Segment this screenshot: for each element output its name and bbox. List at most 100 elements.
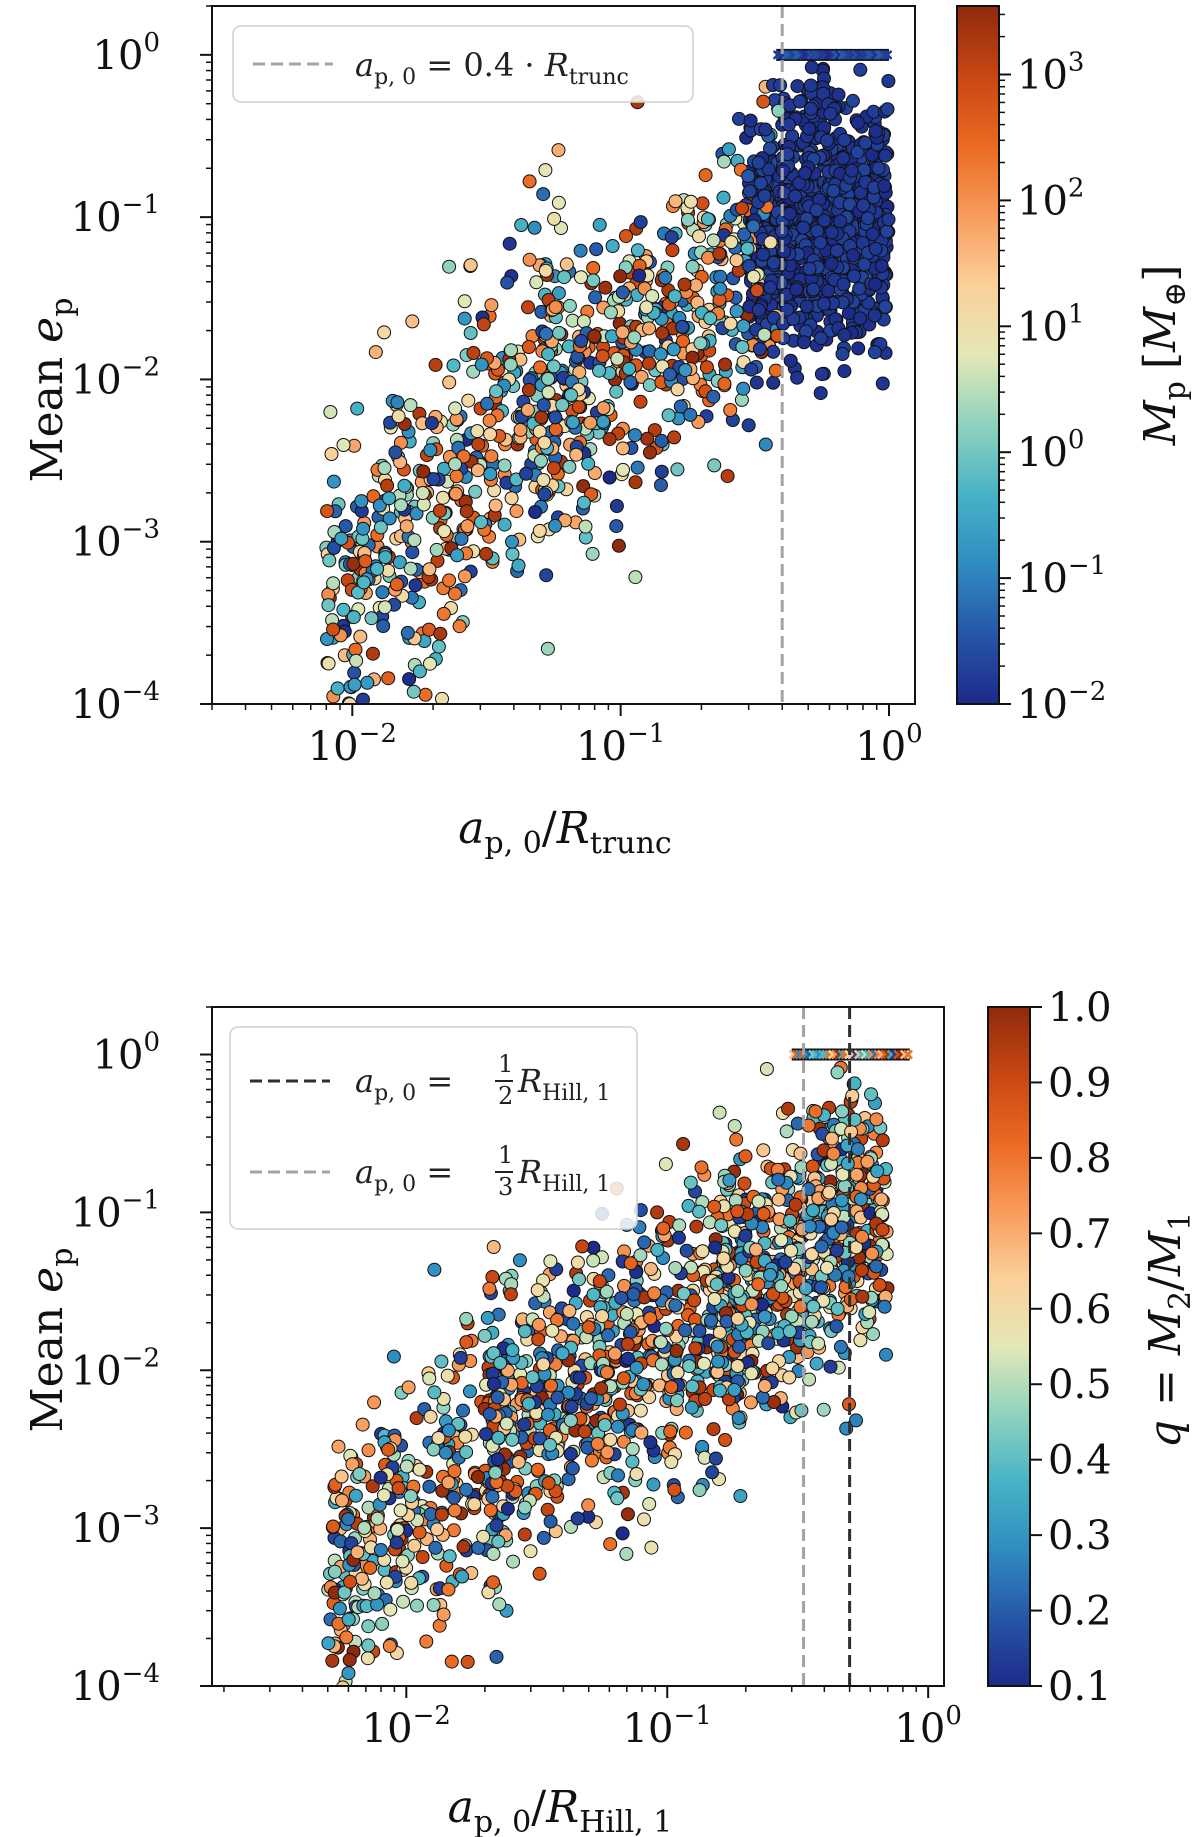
data-point [373,1470,388,1485]
data-point [750,283,764,298]
top-colorbar-gradient [956,5,1000,705]
data-point [681,1198,696,1213]
data-point [505,547,520,562]
data-point [735,340,750,354]
data-point [586,1253,601,1268]
data-point [782,1370,797,1385]
data-point [370,1511,385,1526]
data-point [878,299,893,314]
data-point [595,349,610,364]
capped-marker [879,49,890,60]
data-point [341,1612,356,1627]
data-point [746,269,761,284]
data-point [744,1366,759,1381]
data-point [668,1261,683,1275]
bottom-colorbar: 0.1 0.2 0.3 0.4 0.5 0.6 0.7 0.8 0.9 1.0 q = M2/M1 [987,985,1198,1710]
data-point [491,1430,506,1445]
data-point [394,498,408,513]
data-point [723,403,738,417]
data-point [621,1351,635,1366]
data-point [412,1462,427,1477]
data-point [367,1395,382,1410]
data-point [569,447,584,462]
data-point [759,1062,774,1076]
data-point [377,600,392,615]
data-point [777,244,792,259]
data-point [612,1397,627,1412]
data-point [718,1433,733,1447]
data-point [823,106,838,121]
data-point [650,1242,665,1257]
data-point [401,1380,416,1395]
data-point [519,466,534,481]
data-point [854,1192,868,1207]
data-point [427,1262,442,1277]
data-point [389,577,404,592]
data-point [757,1309,772,1324]
data-point [575,1239,590,1254]
data-point [619,229,633,244]
data-point [592,1274,607,1289]
y-tick-label: 10−4 [71,677,160,728]
data-point [875,1222,890,1237]
data-point [741,418,756,433]
data-point [557,270,572,285]
data-point [699,360,714,375]
data-point [341,1512,356,1527]
data-point [654,1357,669,1372]
data-point [572,365,587,380]
data-point [536,187,551,202]
data-point [708,1240,723,1255]
data-point [388,445,403,460]
data-point [798,1281,813,1296]
top-colorbar-ticks: 10−2 10−1 100 101 102 103 [999,13,1106,728]
data-point [758,122,773,137]
data-point [685,350,700,365]
data-point [422,1479,437,1494]
data-point [352,1467,367,1481]
data-point [705,1465,720,1480]
data-point [370,561,385,576]
data-point [559,257,574,272]
data-point [865,227,880,241]
data-point [584,1391,598,1406]
data-point [350,401,365,416]
data-point [468,484,483,499]
data-point [437,524,452,539]
data-point [820,133,834,148]
data-point [436,490,450,505]
data-point [334,531,349,546]
data-point [670,1365,685,1380]
data-point [670,462,685,477]
data-point [816,296,831,311]
data-point [334,1469,349,1484]
data-point [525,1370,540,1385]
data-point [441,1582,456,1597]
data-point [332,1601,347,1616]
data-point [830,1301,845,1316]
data-point [562,1304,577,1318]
data-point [766,344,781,359]
colorbar-tick-label: 103 [1017,47,1084,98]
data-point [755,1390,770,1405]
data-point [446,1490,461,1505]
top-ylabel: Mean ep [22,298,80,483]
data-point [381,671,396,686]
data-point [805,1159,820,1174]
data-point [628,428,642,443]
data-point [459,1311,474,1326]
data-point [713,269,728,284]
data-point [663,1424,678,1439]
data-point [570,1255,585,1270]
top-colorbar-label: Mp[M⊕] [1135,265,1193,447]
data-point [645,289,660,304]
data-point [357,1520,372,1535]
data-point [564,1399,579,1414]
data-point [603,1537,618,1552]
data-point [703,311,718,326]
data-point [543,1514,558,1529]
data-point [337,1585,352,1600]
data-point [602,432,617,447]
data-point [692,1483,707,1498]
data-point [588,290,603,305]
